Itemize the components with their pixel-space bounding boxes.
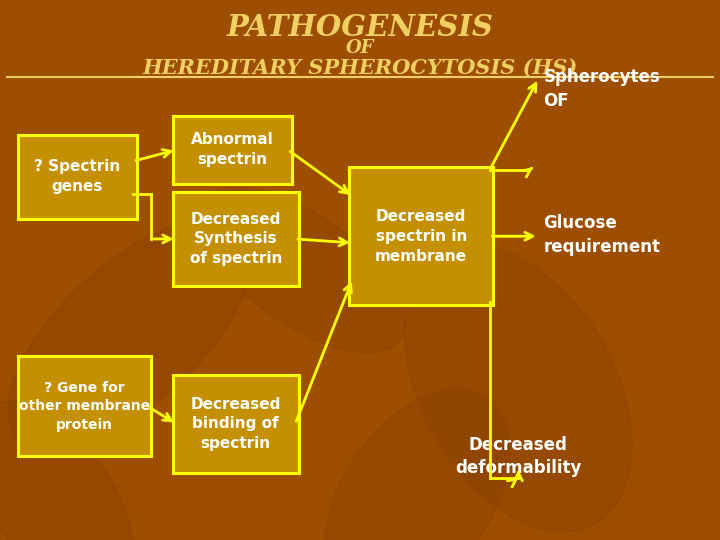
FancyBboxPatch shape	[173, 375, 299, 472]
FancyBboxPatch shape	[173, 192, 299, 286]
Text: ? Gene for
other membrane
protein: ? Gene for other membrane protein	[19, 381, 150, 432]
Text: Abnormal
spectrin: Abnormal spectrin	[191, 132, 274, 167]
Text: Glucose
requirement: Glucose requirement	[544, 214, 661, 256]
Text: Decreased
spectrin in
membrane: Decreased spectrin in membrane	[375, 209, 467, 264]
Ellipse shape	[199, 187, 406, 353]
Ellipse shape	[0, 402, 132, 540]
Text: HEREDITARY SPHEROCYTOSIS (HS): HEREDITARY SPHEROCYTOSIS (HS)	[143, 58, 577, 78]
Ellipse shape	[8, 219, 251, 450]
Text: Spherocytes
OF: Spherocytes OF	[544, 68, 660, 110]
Text: Decreased
binding of
spectrin: Decreased binding of spectrin	[191, 396, 281, 451]
Text: PATHOGENESIS: PATHOGENESIS	[227, 14, 493, 43]
FancyBboxPatch shape	[173, 116, 292, 184]
FancyBboxPatch shape	[18, 135, 137, 219]
Ellipse shape	[405, 246, 632, 532]
Text: Decreased
deformability: Decreased deformability	[455, 435, 582, 477]
FancyBboxPatch shape	[18, 356, 151, 456]
FancyBboxPatch shape	[349, 167, 493, 305]
Text: OF: OF	[346, 39, 374, 57]
Text: Decreased
Synthesis
of spectrin: Decreased Synthesis of spectrin	[189, 212, 282, 266]
Text: ? Spectrin
genes: ? Spectrin genes	[35, 159, 120, 194]
Ellipse shape	[325, 389, 510, 540]
